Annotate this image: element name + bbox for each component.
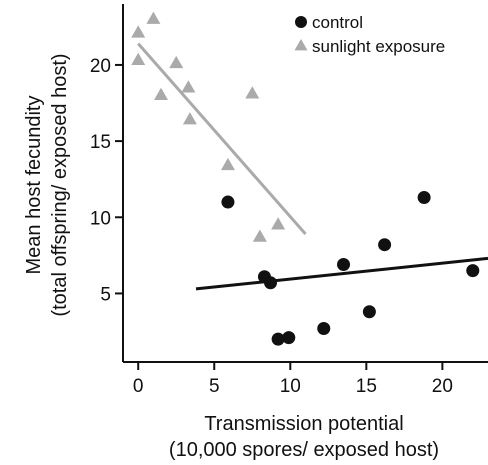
x-tick-label: 20 bbox=[432, 376, 453, 397]
control-point bbox=[221, 195, 235, 209]
legend-control-marker bbox=[295, 16, 307, 28]
sunlight-exposure-point bbox=[131, 52, 146, 66]
sunlight-exposure-point bbox=[146, 11, 161, 24]
sunlight-exposure-point bbox=[271, 217, 286, 230]
legend-sunlight-exposure-label: sunlight exposure bbox=[312, 37, 445, 56]
sunlight-exposure-point bbox=[245, 86, 260, 99]
y-tick-label: 5 bbox=[100, 284, 111, 305]
plot-frame bbox=[122, 4, 488, 363]
y-tick-label: 10 bbox=[90, 208, 111, 229]
control-point bbox=[362, 305, 376, 319]
control-point bbox=[264, 276, 278, 290]
sunlight-exposure-point bbox=[131, 25, 146, 38]
x-axis-title-line-1: Transmission potential bbox=[204, 413, 403, 435]
control-point bbox=[282, 331, 296, 345]
control-point bbox=[378, 238, 392, 252]
control-point bbox=[271, 332, 285, 346]
y-axis-title-line-2: (total offspring/ exposed host) bbox=[49, 53, 71, 316]
y-tick-label: 20 bbox=[90, 56, 111, 77]
x-tick-label: 15 bbox=[356, 376, 377, 397]
control-point bbox=[337, 258, 351, 272]
x-tick-label: 5 bbox=[209, 376, 220, 397]
axis-ticks: 0 5 10 15 20 5 10 15 20 bbox=[90, 56, 453, 397]
sunlight-exposure-point bbox=[169, 55, 184, 69]
legend-control-label: control bbox=[312, 13, 363, 32]
x-tick-label: 0 bbox=[133, 376, 144, 397]
x-axis-title: Transmission potential (10,000 spores/ e… bbox=[169, 413, 439, 461]
y-tick-label: 15 bbox=[90, 132, 111, 153]
legend: control sunlight exposure bbox=[294, 13, 445, 56]
x-tick-label: 10 bbox=[280, 376, 301, 397]
sunlight-exposure-point bbox=[252, 229, 267, 242]
sunlight-exposure-point bbox=[154, 87, 169, 101]
control-point bbox=[466, 264, 480, 278]
sunlight-exposure-point bbox=[181, 80, 196, 93]
control-point bbox=[317, 321, 331, 335]
x-axis-title-line-2: (10,000 spores/ exposed host) bbox=[169, 439, 439, 461]
sunlight-exposure-fit-line bbox=[137, 42, 307, 236]
control-fit-line bbox=[195, 256, 488, 291]
y-axis-title-line-1: Mean host fecundity bbox=[23, 96, 45, 275]
legend-sunlight-exposure-marker bbox=[294, 38, 308, 51]
data-markers bbox=[131, 11, 480, 346]
sunlight-exposure-point bbox=[182, 112, 197, 125]
sunlight-exposure-point bbox=[220, 157, 235, 171]
fit-lines bbox=[137, 42, 488, 291]
control-point bbox=[417, 190, 431, 204]
y-axis-title: Mean host fecundity (total offspring/ ex… bbox=[23, 53, 71, 316]
